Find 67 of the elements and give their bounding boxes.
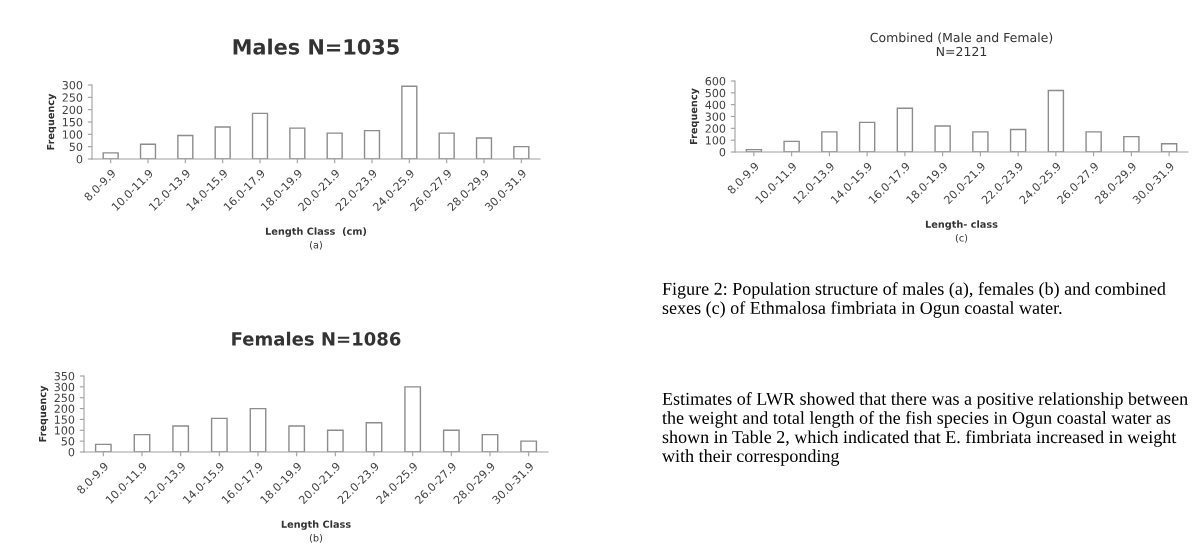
- caption: Figure 2: Population structure of males (a), females (b) and combined sexes (c) of Ethmalosa fimbriata in Ogun coastal water.: [662, 282, 1166, 318]
- bar: [210, 417, 228, 452]
- bar: [1085, 131, 1102, 152]
- y-tick-label: 100: [62, 130, 83, 139]
- y-tick-label: 400: [705, 100, 726, 110]
- chart-title: Males N=1035: [233, 38, 399, 55]
- bar: [1047, 89, 1065, 152]
- y-tick-label: 300: [705, 112, 726, 121]
- y-tick-label: 150: [62, 117, 83, 127]
- bar: [288, 425, 306, 452]
- bar: [289, 127, 306, 159]
- bar: [214, 126, 231, 159]
- y-tick-label: 0: [719, 147, 726, 157]
- y-tick-label: 300: [54, 382, 75, 392]
- y-tick-label: 150: [54, 415, 75, 424]
- y-tick-label: 250: [62, 93, 83, 102]
- y-axis-title: Frequency: [39, 385, 49, 442]
- y-tick-label: 50: [69, 142, 83, 152]
- bar: [404, 386, 422, 452]
- y-tick-label: 250: [54, 393, 75, 403]
- y-tick-label: 350: [54, 371, 75, 381]
- x-axis-title: Length Class: [281, 520, 351, 530]
- bar: [783, 140, 800, 152]
- text: (c): [955, 234, 968, 243]
- bar: [896, 107, 914, 152]
- y-tick-label: 600: [705, 76, 726, 86]
- bar: [133, 433, 151, 452]
- bar: [326, 429, 344, 452]
- y-tick-label: 200: [705, 124, 726, 133]
- y-tick-label: 100: [705, 136, 726, 145]
- y-tick-label: 0: [76, 154, 83, 164]
- bar: [972, 131, 989, 152]
- bar: [1123, 135, 1140, 152]
- bar: [934, 125, 951, 152]
- text: (b): [309, 533, 323, 543]
- bar: [363, 129, 381, 159]
- y-tick-label: 200: [54, 404, 75, 413]
- bar: [249, 407, 267, 452]
- bar: [858, 121, 876, 152]
- bar: [251, 112, 269, 159]
- bar: [177, 134, 194, 159]
- bar: [365, 421, 383, 452]
- bar: [442, 429, 460, 452]
- chart-title: Combined (Male and Female) N=2121: [870, 32, 1053, 56]
- bar: [1009, 128, 1027, 152]
- bar: [475, 137, 493, 159]
- y-tick-label: 100: [54, 426, 75, 435]
- bar: [172, 425, 190, 452]
- x-axis-title: Length Class (cm): [266, 227, 367, 237]
- x-axis-title: Length- class: [925, 220, 998, 230]
- bar: [326, 132, 343, 159]
- y-tick-label: 200: [62, 105, 83, 115]
- bar: [481, 433, 499, 452]
- y-tick-label: 500: [705, 88, 726, 98]
- bar: [520, 440, 538, 452]
- bar: [821, 131, 838, 152]
- bar: [513, 145, 530, 159]
- text: Estimates of LWR showed that there was a positive relationship between the weight and total length of the fish species in Ogun coastal water as shown in Table 2, which indicated that E. fimbriata increased in weight with their corresponding: [662, 392, 1188, 466]
- chart-title: Females N=1086: [232, 331, 401, 346]
- y-tick-label: 50: [61, 437, 75, 446]
- y-tick-label: 300: [62, 80, 83, 90]
- text: (a): [310, 241, 322, 250]
- bar: [401, 85, 418, 159]
- y-tick-label: 0: [68, 447, 75, 457]
- y-axis-title: Frequency: [47, 93, 57, 150]
- y-axis-title: Frequency: [690, 88, 700, 145]
- bar: [438, 132, 455, 159]
